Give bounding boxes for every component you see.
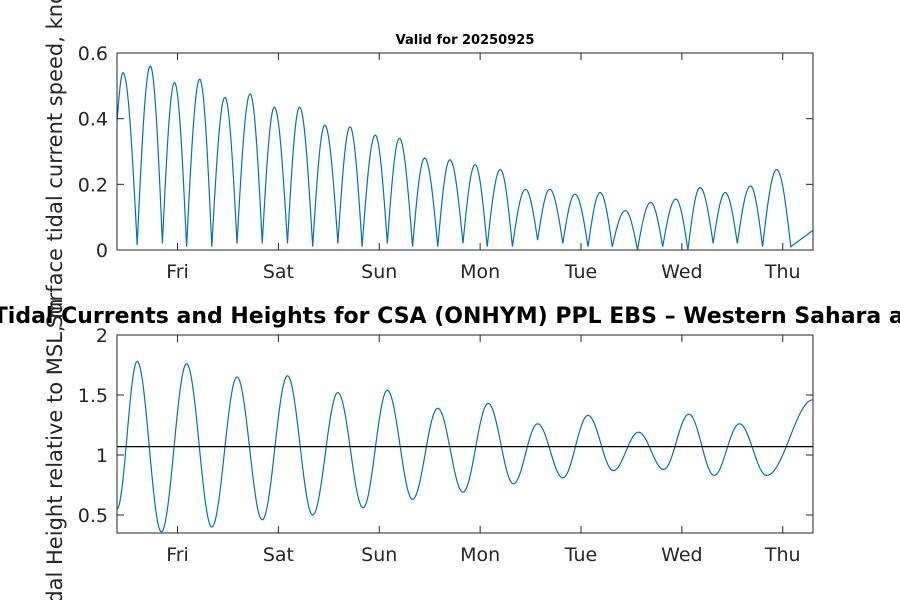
series-line-current-speed (117, 65, 813, 250)
y-tick-label: 2 (96, 325, 108, 347)
y-tick-label: 0.6 (78, 43, 108, 65)
x-tick-label: Tue (564, 544, 597, 566)
current-speed-axes: 0 0.2 0.4 0.6 Fri Sat Sun Mon Tue Wed Thu Valid for… (43, 0, 814, 328)
y-axis-label: Tidal Height relative to MSL, m (43, 298, 67, 600)
y-tick-label: 0.5 (78, 505, 108, 527)
x-tick-label: Sat (263, 261, 294, 283)
x-tick-label: Sun (361, 261, 397, 283)
y-tick-label: 1.5 (78, 385, 108, 407)
x-tick-label: Tue (564, 261, 597, 283)
series-line-tidal-height (117, 360, 813, 533)
x-tick-label: Thu (764, 261, 801, 283)
tidal-height-axes: 0.5 1 1.5 2 Fri Sat Sun Mon Tue Wed Thu Tidal Curre… (0, 298, 900, 600)
x-tick-label: Mon (460, 544, 500, 566)
y-tick-label: 0.4 (78, 109, 108, 131)
x-tick-label: Fri (166, 261, 189, 283)
axes-box (116, 52, 814, 251)
chart-title: Valid for 20250925 (396, 33, 535, 48)
chart-title: Tidal Currents and Heights for CSA (ONHY… (0, 304, 900, 329)
axes-box (116, 334, 814, 534)
x-tick-label: Mon (460, 261, 500, 283)
y-tick-label: 0.2 (78, 174, 108, 196)
x-tick-label: Wed (661, 261, 702, 283)
x-tick-label: Sat (263, 544, 294, 566)
x-tick-label: Wed (661, 544, 702, 566)
x-tick-label: Thu (764, 544, 801, 566)
y-tick-label: 0 (96, 240, 108, 262)
x-tick-label: Sun (361, 544, 397, 566)
x-tick-label: Fri (166, 544, 189, 566)
y-axis-label: Surface tidal current speed, knots (43, 0, 67, 328)
y-tick-label: 1 (96, 445, 108, 467)
